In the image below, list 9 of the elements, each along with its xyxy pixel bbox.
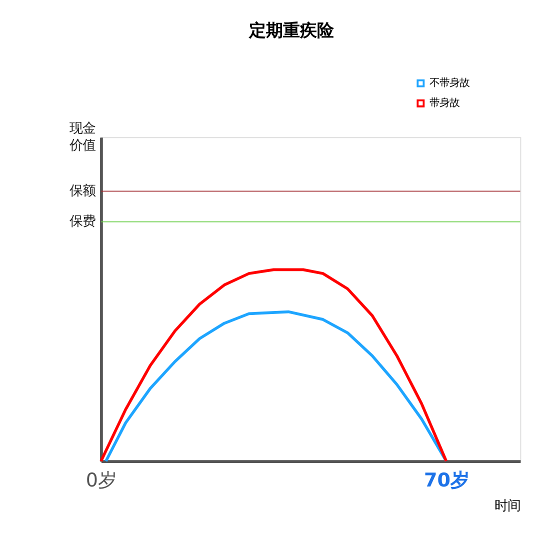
- x-tick-label: 0岁: [86, 469, 118, 492]
- ref-line-label: 保额: [69, 184, 96, 199]
- legend-label: 不带身故: [430, 77, 470, 90]
- ref-line-label: 保费: [69, 214, 96, 230]
- x-axis-title: 时间: [494, 499, 521, 514]
- text: 现金价值: [68, 121, 96, 154]
- legend-label: 带身故: [430, 97, 460, 110]
- x-tick-label: 70岁: [424, 469, 470, 492]
- chart-title: 定期重疾险: [248, 21, 336, 42]
